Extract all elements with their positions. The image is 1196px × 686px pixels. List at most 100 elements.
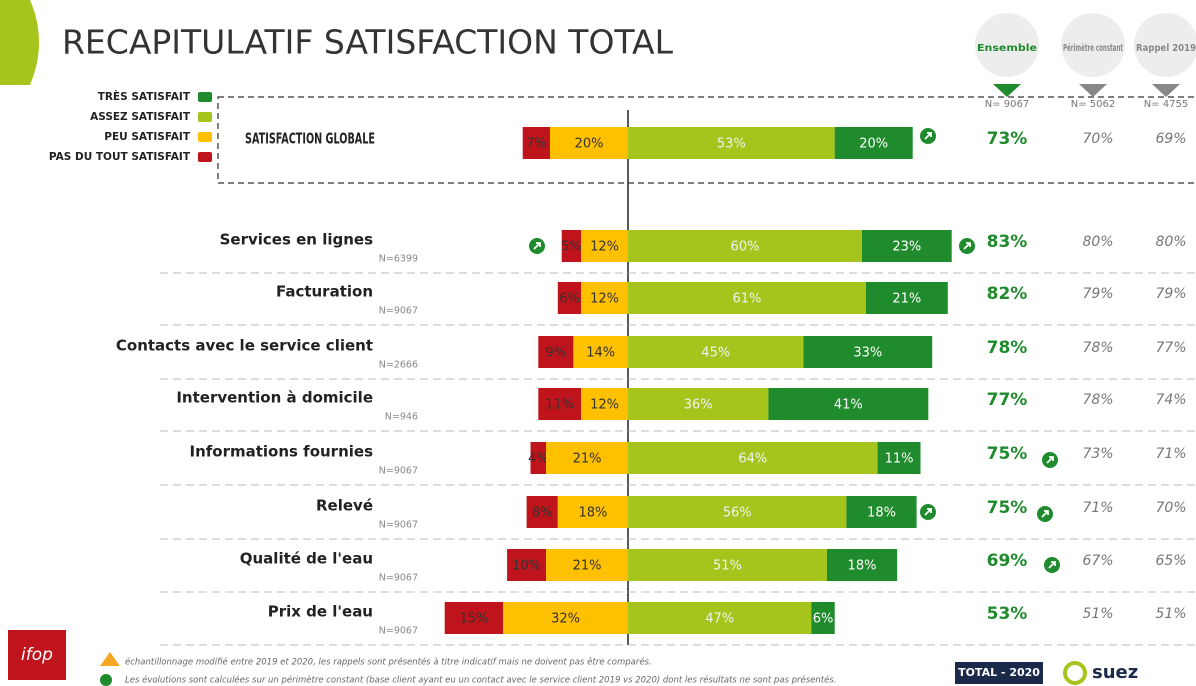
bar-segment <box>877 442 921 474</box>
total-value: 71% <box>1155 446 1186 462</box>
legend-swatch <box>198 92 212 102</box>
data-label: 33% <box>853 346 882 361</box>
total-value: 51% <box>1155 606 1186 622</box>
total-value: 75% <box>987 498 1028 518</box>
evolution-arrow <box>533 242 541 250</box>
total-value: 73% <box>987 129 1028 149</box>
header-pointer <box>1152 84 1180 97</box>
data-label: 6% <box>813 612 834 627</box>
column-n: N= 4755 <box>1144 99 1189 110</box>
data-label: 6% <box>559 292 580 307</box>
data-label: 12% <box>590 292 619 307</box>
data-label: 23% <box>892 240 921 255</box>
sample-size: N=9067 <box>379 466 418 477</box>
evolution-arrow <box>1048 561 1056 569</box>
header-pointer <box>993 84 1021 97</box>
bar-segment <box>581 388 628 420</box>
bar-segment <box>865 282 948 314</box>
data-label: 53% <box>717 137 746 152</box>
evolution-arrow <box>1046 456 1054 464</box>
warning-icon <box>100 652 120 666</box>
data-label: 41% <box>834 398 863 413</box>
total-value: 79% <box>1155 286 1186 302</box>
sample-size: N=2666 <box>379 360 418 371</box>
category-label: Qualité de l'eau <box>240 550 373 568</box>
bar-segment <box>538 336 574 368</box>
total-value: 77% <box>987 390 1028 410</box>
category-label: Relevé <box>316 497 373 515</box>
category-label: Prix de l'eau <box>268 603 373 621</box>
category-label: Services en lignes <box>220 231 373 249</box>
badge: TOTAL - 2020 <box>958 666 1040 679</box>
bar-segment <box>522 127 550 159</box>
bar-segment <box>628 442 878 474</box>
data-label: 14% <box>586 346 615 361</box>
header-circle <box>975 13 1039 77</box>
data-label: 18% <box>848 559 877 574</box>
total-value: 65% <box>1155 553 1186 569</box>
bar-segment <box>628 127 835 159</box>
bar-segment <box>628 602 812 634</box>
evolution-arrow <box>1041 510 1049 518</box>
sample-size: N=9067 <box>379 626 418 637</box>
sample-size: N=9067 <box>379 573 418 584</box>
sample-size: N=9067 <box>379 306 418 317</box>
bar-segment <box>581 282 628 314</box>
evolution-arrow <box>963 242 971 250</box>
footnote: échantillonnage modifié entre 2019 et 20… <box>125 657 652 668</box>
bar-segment <box>803 336 933 368</box>
data-label: 61% <box>732 292 761 307</box>
badge-box <box>955 662 1043 684</box>
total-value: 71% <box>1082 500 1113 516</box>
data-label: 56% <box>723 506 752 521</box>
data-label: 4% <box>528 452 549 467</box>
sample-size: N=9067 <box>379 520 418 531</box>
header-pointer <box>1079 84 1107 97</box>
total-value: 80% <box>1082 234 1113 250</box>
total-value: 74% <box>1155 392 1186 408</box>
suez-icon <box>1063 661 1087 685</box>
category-label: SATISFACTION GLOBALE <box>245 130 375 148</box>
ifop-logo: ifop <box>21 645 53 665</box>
data-label: 20% <box>859 137 888 152</box>
suez-logo: suez <box>1092 662 1138 683</box>
data-label: 7% <box>526 137 547 152</box>
bar-segment <box>546 442 628 474</box>
total-value: 73% <box>1082 446 1113 462</box>
data-label: 9% <box>546 346 567 361</box>
data-label: 51% <box>713 559 742 574</box>
column-header: Ensemble <box>977 43 1037 54</box>
data-label: 36% <box>684 398 713 413</box>
legend-swatch <box>198 132 212 142</box>
category-label: Contacts avec le service client <box>116 337 373 355</box>
legend-label: TRÈS SATISFAIT <box>98 90 191 103</box>
footnote: Les évolutions sont calculées sur un pér… <box>125 675 837 686</box>
data-label: 15% <box>459 612 488 627</box>
legend-swatch <box>198 152 212 162</box>
corner-shape <box>0 0 39 85</box>
bar-segment <box>628 549 827 581</box>
total-value: 80% <box>1155 234 1186 250</box>
bar-segment <box>768 388 929 420</box>
bar-segment <box>628 388 769 420</box>
total-value: 75% <box>987 444 1028 464</box>
data-label: 8% <box>532 506 553 521</box>
evolution-arrow <box>924 132 932 140</box>
total-value: 78% <box>1082 340 1113 356</box>
column-header: Rappel 2019 <box>1136 43 1196 54</box>
data-label: 10% <box>512 559 541 574</box>
data-label: 11% <box>545 398 574 413</box>
data-label: 45% <box>701 346 730 361</box>
bar-segment <box>546 549 628 581</box>
category-label: Facturation <box>276 283 373 301</box>
total-value: 78% <box>1082 392 1113 408</box>
bar-segment <box>573 336 628 368</box>
bar-segment <box>507 549 547 581</box>
bar-segment <box>628 496 847 528</box>
bar-segment <box>503 602 628 634</box>
header-circle <box>1061 13 1125 77</box>
category-label: Informations fournies <box>189 443 373 461</box>
bar-segment <box>846 496 917 528</box>
evolution-icon <box>100 674 112 686</box>
